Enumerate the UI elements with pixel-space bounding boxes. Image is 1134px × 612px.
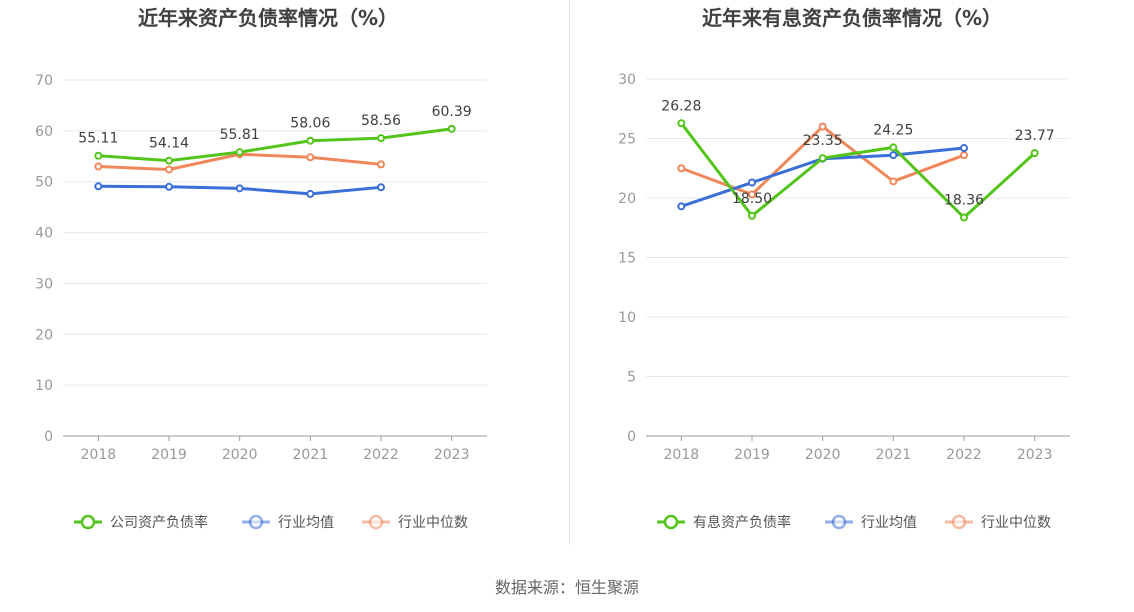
data-point-2 [165, 165, 173, 174]
legend-item-0: 有息资产负债率 [657, 514, 791, 531]
y-tick-label: 10 [618, 310, 636, 326]
data-label: 18.50 [732, 191, 772, 207]
data-point-0 [306, 136, 315, 145]
data-point-2 [306, 153, 315, 162]
data-point-1 [889, 151, 898, 160]
y-tick-label: 40 [35, 226, 53, 242]
data-label: 55.11 [78, 131, 118, 147]
x-tick-label: 2018 [664, 447, 700, 463]
data-point-2 [818, 122, 827, 131]
data-label: 58.06 [290, 116, 330, 132]
data-point-1 [94, 182, 103, 191]
legend-label: 行业中位数 [981, 515, 1051, 531]
legend-marker [368, 514, 384, 530]
data-label: 58.56 [361, 113, 401, 129]
x-tick-label: 2018 [81, 447, 117, 463]
x-tick-label: 2023 [1017, 447, 1053, 463]
data-point-2 [677, 164, 686, 173]
y-tick-label: 30 [35, 276, 53, 292]
legend-marker [248, 514, 264, 530]
data-point-0 [889, 143, 898, 152]
series-line-0 [680, 122, 1036, 220]
legend-label: 行业均值 [861, 515, 917, 531]
data-point-1 [748, 178, 756, 187]
data-label: 23.77 [1015, 128, 1055, 144]
legend-item-0: 公司资产负债率 [74, 514, 208, 531]
y-tick-label: 10 [35, 378, 53, 394]
interest-debt-ratio-chart-svg: 近年来有息资产负债率情况（%） 0 5 10 15 20 25 30 2018 2019 2020 2… [618, 6, 1070, 531]
chart-interest-debt-ratio: 近年来有息资产负债率情况（%） 0 5 10 15 20 25 30 2018 2019 2020 2… [567, 0, 1134, 560]
y-tick-label: 20 [618, 191, 636, 207]
x-tick-label: 2023 [434, 447, 470, 463]
data-point-0 [94, 151, 103, 160]
legend-marker [951, 514, 967, 530]
y-tick-label: 30 [618, 72, 636, 88]
legend-item-1: 行业均值 [825, 514, 917, 531]
x-tick-label: 2019 [734, 447, 770, 463]
legend-marker [831, 514, 847, 530]
data-label: 54.14 [149, 136, 189, 152]
data-label: 18.36 [944, 193, 984, 209]
data-point-1 [677, 202, 686, 211]
data-point-0 [748, 211, 756, 220]
chart-title: 近年来有息资产负债率情况（%） [702, 6, 1002, 30]
data-point-2 [377, 160, 385, 169]
y-tick-label: 0 [44, 429, 53, 445]
data-label: 60.39 [432, 104, 472, 120]
x-tick-label: 2022 [363, 447, 399, 463]
x-tick-label: 2021 [876, 447, 912, 463]
x-tick-label: 2022 [946, 447, 982, 463]
chart-title: 近年来资产负债率情况（%） [138, 6, 398, 30]
data-label: 24.25 [873, 122, 913, 138]
data-point-0 [447, 124, 456, 133]
legend-marker [663, 514, 679, 530]
legend-label: 行业中位数 [398, 515, 468, 531]
data-point-0 [1030, 149, 1039, 158]
y-tick-label: 25 [618, 132, 636, 148]
legend-label: 行业均值 [278, 515, 334, 531]
data-point-1 [960, 144, 968, 153]
legend-label: 有息资产负债率 [693, 514, 791, 531]
legend-marker [80, 514, 96, 530]
data-point-1 [377, 183, 385, 192]
legend-item-2: 行业中位数 [945, 514, 1051, 531]
y-tick-label: 50 [35, 175, 53, 191]
data-point-0 [960, 213, 968, 222]
data-point-1 [165, 182, 173, 191]
debt-ratio-chart-svg: 近年来资产负债率情况（%） 0 10 20 30 40 50 60 70 2018 2019 2020… [35, 6, 487, 531]
legend-item-1: 行业均值 [242, 514, 334, 531]
data-label: 55.81 [220, 127, 260, 143]
data-point-2 [748, 190, 756, 199]
series-line-0 [98, 127, 452, 163]
data-point-1 [235, 184, 244, 193]
data-point-0 [377, 134, 385, 143]
data-point-0 [165, 156, 173, 165]
legend-item-2: 行业中位数 [362, 514, 468, 531]
x-tick-label: 2020 [222, 447, 258, 463]
data-label: 23.35 [803, 133, 843, 149]
data-point-2 [960, 151, 968, 160]
data-point-2 [889, 177, 898, 186]
data-point-0 [235, 148, 244, 157]
y-tick-label: 15 [618, 251, 636, 267]
x-tick-label: 2021 [293, 447, 329, 463]
data-point-2 [94, 162, 103, 171]
y-tick-label: 20 [35, 327, 53, 343]
data-point-1 [306, 189, 315, 198]
legend-label: 公司资产负债率 [110, 514, 208, 531]
data-point-0 [677, 119, 686, 128]
data-label: 26.28 [661, 98, 701, 114]
data-point-0 [818, 154, 827, 163]
y-tick-label: 5 [627, 370, 636, 386]
x-tick-label: 2019 [151, 447, 187, 463]
y-tick-label: 0 [627, 429, 636, 445]
panel-divider [569, 0, 570, 545]
x-tick-label: 2020 [805, 447, 841, 463]
y-tick-label: 60 [35, 124, 53, 140]
source-note: 数据来源：恒生聚源 [494, 578, 639, 597]
y-tick-label: 70 [35, 73, 53, 89]
chart-debt-ratio: 近年来资产负债率情况（%） 0 10 20 30 40 50 60 70 2018 2019 2020… [0, 0, 567, 560]
